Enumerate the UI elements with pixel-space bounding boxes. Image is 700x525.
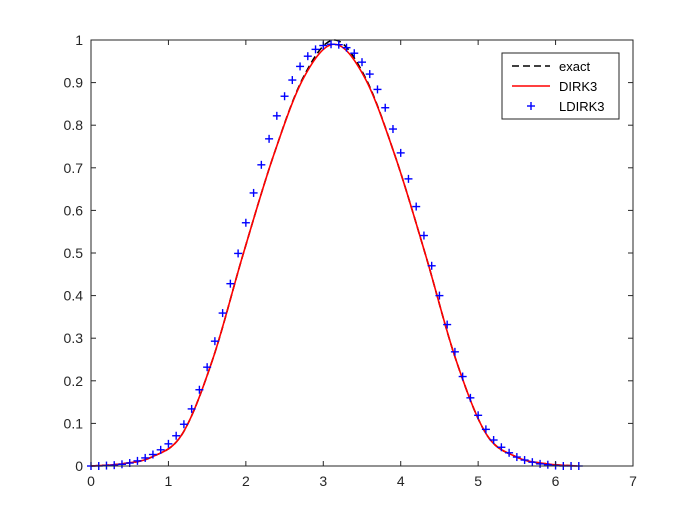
ldirk3-point [365, 70, 374, 79]
legend-label-ldirk3: LDIRK3 [559, 99, 605, 114]
ldirk3-point [311, 45, 320, 54]
ldirk3-point [141, 453, 150, 462]
y-tick-label: 0.6 [64, 202, 84, 218]
ldirk3-point [272, 111, 281, 120]
ldirk3-point [466, 393, 475, 402]
y-tick-label: 0.5 [64, 245, 84, 261]
x-tick-label: 4 [397, 473, 405, 489]
ldirk3-point [528, 458, 537, 467]
ldirk3-point [358, 58, 366, 67]
ldirk3-point [241, 218, 250, 227]
ldirk3-point [203, 363, 212, 372]
ldirk3-point [218, 309, 227, 318]
ldirk3-point [156, 445, 165, 454]
ldirk3-point [164, 439, 173, 448]
ldirk3-point [450, 347, 459, 356]
ldirk3-point [512, 453, 521, 462]
ldirk3-point [226, 279, 235, 288]
x-tick-label: 5 [474, 473, 482, 489]
x-tick-label: 6 [552, 473, 560, 489]
ldirk3-point [342, 43, 351, 52]
ldirk3-point [257, 160, 266, 169]
ldirk3-point [497, 443, 506, 452]
y-tick-label: 0.1 [64, 415, 84, 431]
legend-swatch-ldirk3 [527, 102, 535, 110]
ldirk3-point [481, 425, 490, 434]
ldirk3-point [172, 431, 181, 440]
y-tick-label: 0.3 [64, 330, 84, 346]
ldirk3-point [210, 337, 219, 346]
ldirk3-point [474, 411, 483, 420]
x-tick-label: 1 [165, 473, 173, 489]
ldirk3-point [381, 103, 390, 112]
legend-box [501, 52, 620, 120]
ldirk3-point [296, 62, 305, 71]
ldirk3-point [265, 134, 274, 143]
ldirk3-point [396, 148, 405, 157]
x-tick-label: 7 [629, 473, 637, 489]
ldirk3-point [536, 459, 545, 468]
ticks-layer: 0 1 2 3 4 5 6 7 0 0.1 0.2 0.3 0.4 0.5 0.6 0.7 0.8 0.9 1 [64, 32, 638, 489]
y-tick-label: 0.4 [64, 288, 84, 304]
legend-label-exact: exact [559, 59, 590, 74]
ldirk3-point [388, 125, 397, 134]
y-tick-label: 0.2 [64, 373, 84, 389]
y-tick-label: 0 [75, 458, 83, 474]
ldirk3-point [520, 456, 529, 465]
y-tick-label: 0.8 [64, 117, 84, 133]
ldirk3-point [505, 448, 514, 457]
ldirk3-point [110, 461, 119, 470]
ldirk3-point [489, 436, 498, 445]
ldirk3-point [412, 202, 421, 211]
ldirk3-point [350, 49, 359, 58]
legend-label-dirk3: DIRK3 [559, 79, 597, 94]
ldirk3-point [404, 174, 413, 183]
legend: exact DIRK3 LDIRK3 [501, 52, 620, 120]
x-tick-label: 0 [87, 473, 95, 489]
ldirk3-point [443, 320, 452, 329]
ldirk3-point [234, 249, 243, 258]
ldirk3-point [435, 291, 444, 300]
ldirk3-point [280, 92, 289, 101]
ldirk3-point [373, 85, 382, 94]
ldirk3-point [327, 40, 336, 49]
ldirk3-point [195, 385, 204, 394]
ldirk3-point [117, 460, 126, 469]
ldirk3-point [148, 450, 157, 459]
y-tick-label: 1 [75, 32, 83, 48]
ldirk3-point [419, 231, 428, 240]
ldirk3-point [288, 76, 297, 85]
x-tick-label: 3 [319, 473, 327, 489]
ldirk3-point [179, 420, 188, 429]
ldirk3-point [303, 52, 312, 61]
ldirk3-point [334, 40, 343, 49]
x-tick-label: 2 [242, 473, 250, 489]
ldirk3-point [458, 372, 467, 381]
ldirk3-point [249, 188, 258, 197]
ldirk3-point [187, 404, 196, 413]
ldirk3-point [133, 456, 142, 465]
y-tick-label: 0.9 [64, 75, 84, 91]
y-tick-label: 0.7 [64, 160, 84, 176]
ldirk3-point [543, 460, 552, 469]
ldirk3-point [427, 261, 436, 270]
